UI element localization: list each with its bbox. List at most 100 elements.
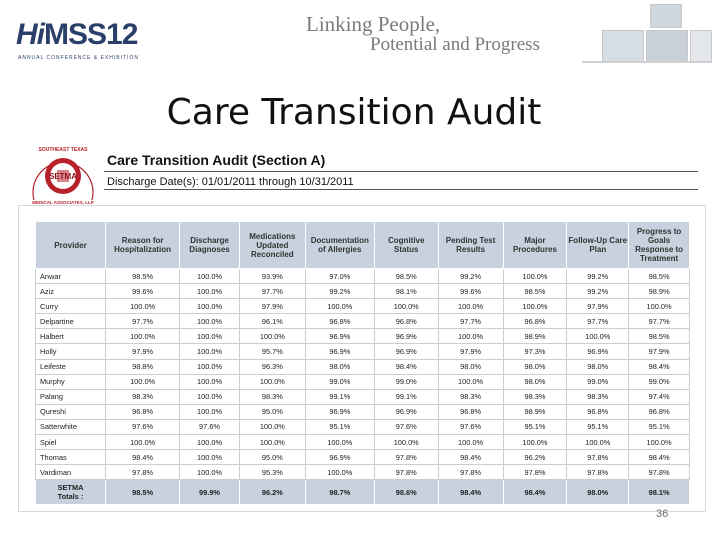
logo-hi: Hi: [16, 18, 45, 51]
table-cell: 97.6%: [373, 418, 439, 436]
table-cell: 97.7%: [437, 313, 504, 330]
table-cell: 99.2%: [304, 283, 375, 300]
table-cell: 96.9%: [373, 328, 439, 345]
table-cell: 100.0%: [437, 328, 504, 345]
logo-subtitle: ANNUAL CONFERENCE & EXHIBITION: [18, 55, 139, 61]
table-cell: 100.0%: [105, 373, 181, 390]
column-header: Provider: [34, 221, 107, 269]
table-cell: 100.0%: [238, 434, 306, 451]
totals-row: SETMA Totals :98.5% 99.9% 96.2% 98.7% 98.6% 98…: [34, 479, 690, 506]
table-row: Leifeste 98.8% 100.0% 96.3% 98.0% 98.4% 98.0% 9…: [34, 358, 690, 375]
discharge-label: Discharge Date(s):: [107, 176, 199, 188]
provider-name: Leifeste: [34, 358, 107, 375]
totals-cell: 98.7%: [304, 479, 375, 506]
table-cell: 100.0%: [437, 434, 504, 451]
svg-text:MEDICAL ASSOCIATES, LLP: MEDICAL ASSOCIATES, LLP: [32, 200, 93, 205]
table-cell: 98.4%: [373, 358, 439, 375]
totals-cell: 96.2%: [238, 479, 306, 506]
table-row: Vardiman 97.8% 100.0% 95.3% 100.0% 97.8% 97.8%…: [34, 464, 690, 481]
table-cell: 100.0%: [437, 373, 504, 390]
provider-name: Delpartine: [34, 313, 107, 330]
table-cell: 98.9%: [502, 328, 568, 345]
table-cell: 96.1%: [238, 313, 306, 330]
table-cell: 97.8%: [373, 449, 439, 466]
totals-label: SETMA Totals :: [34, 479, 107, 506]
table-row: Halbert 100.0% 100.0% 100.0% 96.9% 96.9% 100.0…: [34, 328, 690, 345]
table-cell: 100.0%: [179, 298, 240, 315]
table-cell: 99.0%: [304, 373, 375, 390]
table-cell: 95.1%: [566, 418, 630, 436]
table-header-row: Provider Reason for Hospitalization Discha…: [34, 221, 690, 269]
column-header: Documentation of Allergies: [304, 221, 375, 269]
column-header: Medications Updated Reconciled: [238, 221, 306, 269]
table-cell: 98.3%: [238, 388, 306, 405]
table-cell: 98.4%: [437, 449, 504, 466]
table-cell: 98.4%: [628, 449, 690, 466]
table-cell: 100.0%: [373, 298, 439, 315]
totals-cell: 98.6%: [373, 479, 439, 506]
table-cell: 97.8%: [628, 464, 690, 481]
provider-name: Halbert: [34, 328, 107, 345]
header-rule: [582, 61, 712, 63]
table-cell: 95.1%: [628, 418, 690, 436]
table-cell: 98.3%: [502, 388, 568, 405]
provider-name: Anwar: [34, 267, 107, 285]
table-cell: 100.0%: [179, 358, 240, 375]
table-cell: 95.7%: [238, 343, 306, 360]
setma-seal-logo: SETMA SOUTHEAST TEXAS MEDICAL ASSOCIATES…: [32, 147, 93, 205]
table-cell: 96.3%: [238, 358, 306, 375]
table-cell: 98.5%: [105, 267, 181, 285]
table-cell: 98.8%: [105, 358, 181, 375]
table-body: Anwar 98.5% 100.0% 93.9% 97.0% 98.5% 99.2% 100.…: [34, 267, 690, 506]
table-cell: 95.0%: [238, 403, 306, 420]
table-row: Qureshi 96.8% 100.0% 95.0% 96.9% 96.9% 96.8% 98…: [34, 403, 690, 420]
table-cell: 97.6%: [179, 418, 240, 436]
photo-clinician: [646, 30, 688, 62]
table-cell: 98.0%: [502, 373, 568, 390]
totals-cell: 98.0%: [566, 479, 630, 506]
table-cell: 96.8%: [304, 313, 375, 330]
report-title-rule: [104, 171, 698, 172]
provider-name: Vardiman: [34, 464, 107, 481]
column-header: Progress to Goals Response to Treatment: [628, 221, 690, 269]
table-row: Delpartine 97.7% 100.0% 96.1% 96.8% 96.8% 97.7…: [34, 313, 690, 330]
table-cell: 98.5%: [628, 267, 690, 285]
table-cell: 96.8%: [105, 403, 181, 420]
table-cell: 96.9%: [566, 343, 630, 360]
table-cell: 100.0%: [179, 343, 240, 360]
table-cell: 100.0%: [105, 328, 181, 345]
table-row: Murphy 100.0% 100.0% 100.0% 99.0% 99.0% 100.0%…: [34, 373, 690, 390]
table-cell: 97.8%: [566, 449, 630, 466]
table-cell: 100.0%: [179, 464, 240, 481]
table-cell: 97.8%: [502, 464, 568, 481]
totals-cell: 99.9%: [179, 479, 240, 506]
table-cell: 100.0%: [437, 298, 504, 315]
table-cell: 100.0%: [179, 373, 240, 390]
table-cell: 100.0%: [628, 298, 690, 315]
table-row: Anwar 98.5% 100.0% 93.9% 97.0% 98.5% 99.2% 100.…: [34, 267, 690, 285]
table-cell: 99.2%: [437, 267, 504, 285]
table-cell: 97.7%: [566, 313, 630, 330]
table-cell: 98.3%: [566, 388, 630, 405]
totals-cell: 98.5%: [105, 479, 181, 506]
table-cell: 96.9%: [373, 403, 439, 420]
totals-cell: 98.4%: [437, 479, 504, 506]
table-frame: [18, 205, 706, 512]
table-cell: 97.7%: [238, 283, 306, 300]
table-cell: 97.9%: [238, 298, 306, 315]
column-header: Cognitive Status: [373, 221, 439, 269]
table-cell: 95.0%: [238, 449, 306, 466]
provider-name: Palang: [34, 388, 107, 405]
table-cell: 93.9%: [238, 267, 306, 285]
provider-name: Holly: [34, 343, 107, 360]
table-cell: 96.2%: [502, 449, 568, 466]
totals-cell: 98.4%: [502, 479, 568, 506]
column-header: Reason for Hospitalization: [105, 221, 181, 269]
table-cell: 100.0%: [179, 449, 240, 466]
table-row: Holly 97.9% 100.0% 95.7% 96.9% 96.9% 97.9% 97.3…: [34, 343, 690, 360]
table-cell: 100.0%: [238, 373, 306, 390]
table-cell: 96.8%: [437, 403, 504, 420]
table-cell: 97.7%: [105, 313, 181, 330]
table-cell: 96.9%: [304, 449, 375, 466]
provider-name: Spiel: [34, 434, 107, 451]
